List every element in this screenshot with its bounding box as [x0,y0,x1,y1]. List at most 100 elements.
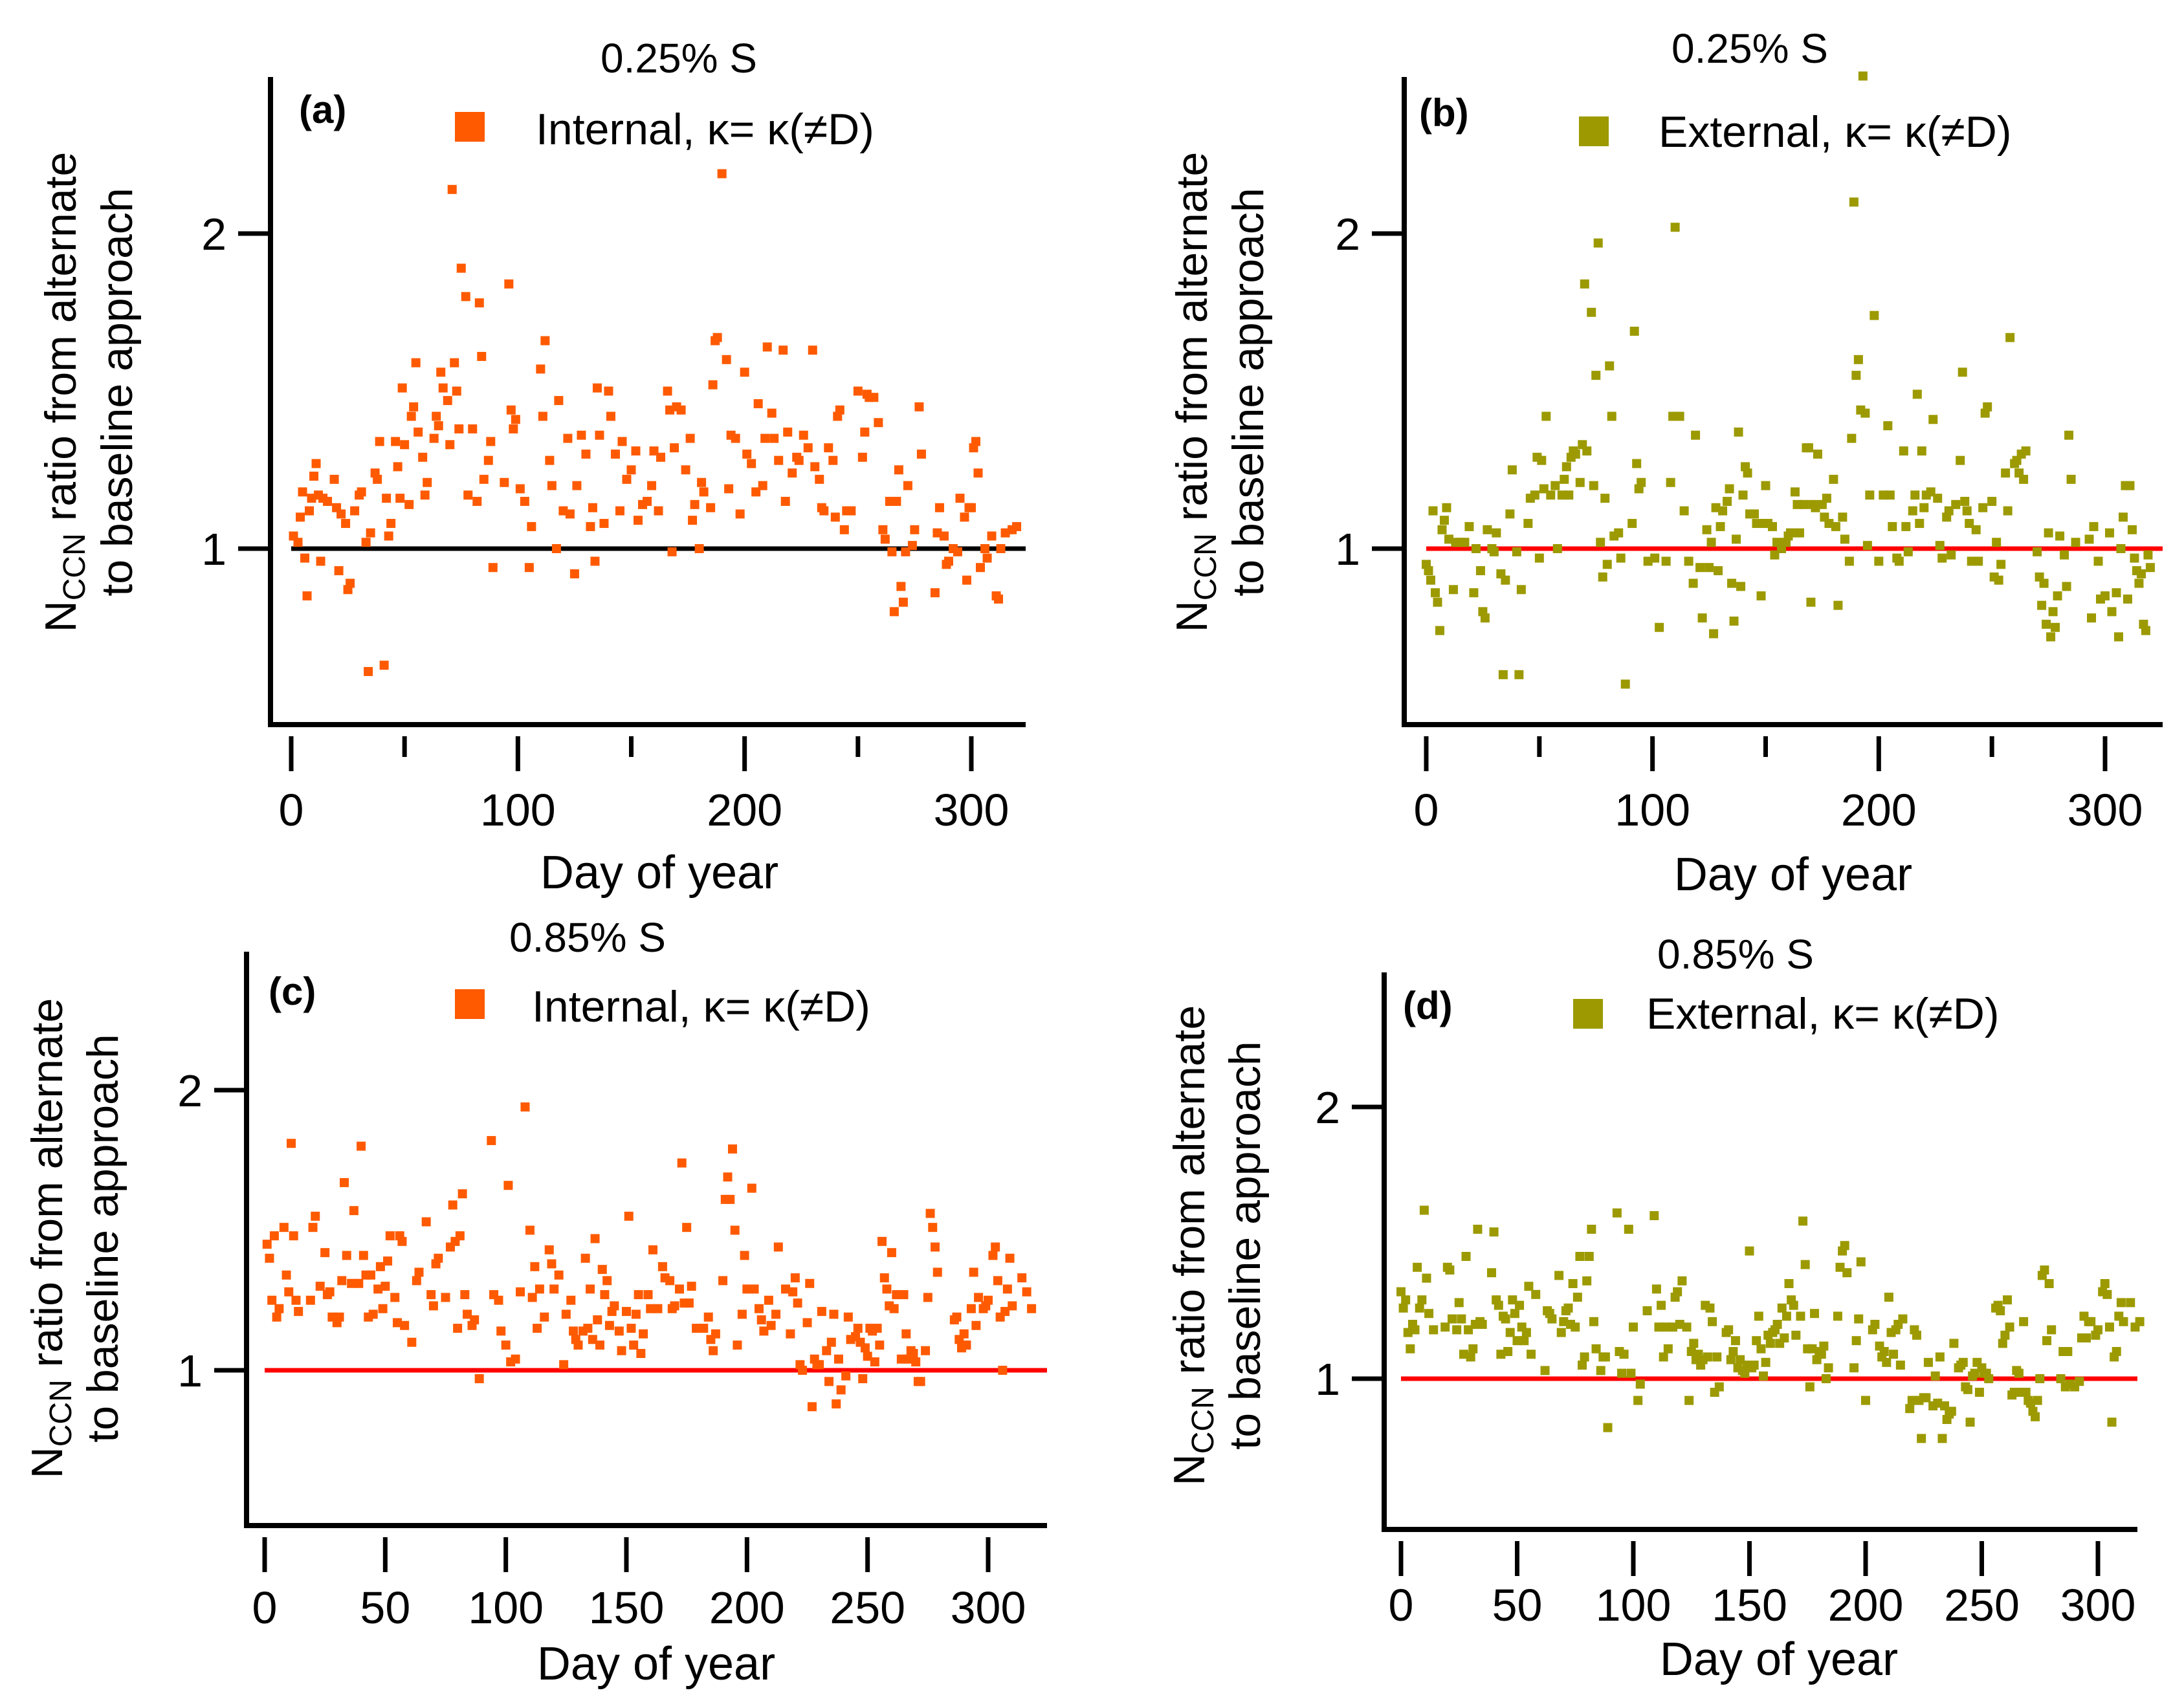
data-point [1589,481,1598,490]
data-point [1559,1317,1569,1326]
data-point [617,1346,626,1355]
data-point [1903,547,1913,556]
data-point [443,396,452,406]
x-tick-label: 0 [1389,1580,1414,1630]
data-point [930,588,940,598]
data-point [423,477,432,487]
data-point [2048,607,2058,617]
data-point [458,1189,467,1199]
data-point [386,519,396,529]
data-point [1705,1303,1715,1313]
data-point [846,506,856,516]
data-point [1616,553,1626,563]
data-point [1803,443,1813,453]
y-title-rest: ratio from alternate [1165,1005,1214,1387]
data-point [407,1337,417,1347]
data-point [853,1324,863,1333]
data-point [1958,1357,1968,1367]
data-point [824,1377,834,1386]
data-point [896,1354,906,1364]
data-point [1885,490,1895,500]
data-point [778,345,788,355]
data-point [1854,1314,1864,1324]
data-point [1600,494,1610,503]
y-tick-label: 1 [1315,1354,1340,1405]
data-point [747,1183,756,1193]
data-point [454,424,464,433]
data-point [335,1312,344,1322]
data-point [1937,1434,1947,1443]
data-point [1706,538,1716,547]
data-point [1448,585,1458,595]
data-point [2093,556,2103,566]
data-point [2046,632,2056,642]
data-point [807,1402,817,1412]
data-point [547,1259,557,1269]
data-point [1602,560,1612,569]
data-point [706,503,716,512]
legend-label: Internal, κ= κ(≠D) [536,105,874,154]
data-point [1870,311,1879,320]
data-point [1912,1330,1921,1340]
data-point [566,1295,576,1305]
data-point [1851,371,1861,380]
data-point [1688,578,1698,588]
data-point [509,424,518,433]
data-point [892,496,901,506]
data-point [479,474,489,484]
data-point [1521,1328,1531,1337]
panel-d: 0 50 100 150 200 250 300 1 2 0.85% S (d) External, … [1165,931,2145,1685]
data-point [284,1287,294,1297]
data-point [463,490,473,500]
data-point [1813,449,1822,459]
data-point [1921,1393,1931,1403]
data-point [1430,588,1440,598]
data-point [1930,1371,1940,1381]
data-point [1675,1320,1684,1329]
data-point [1947,1407,1956,1416]
data-point [1598,572,1607,582]
data-point [1000,1307,1010,1317]
y-axis-title-line2: to baseline approach [78,1034,127,1442]
data-point [2063,1347,2073,1356]
data-point [453,1324,463,1333]
data-point [1715,521,1725,531]
data-point [418,452,428,462]
data-point [1516,585,1526,595]
data-point [2062,582,2071,591]
data-point [960,512,969,522]
data-point [1697,613,1707,623]
data-point [1442,503,1451,512]
data-point [1919,503,1929,512]
data-point [688,516,698,525]
data-point [1708,1317,1717,1326]
y-title-rest: ratio from alternate [1167,152,1217,534]
data-point [1901,521,1911,531]
data-point [1743,468,1752,478]
data-point [2141,626,2150,635]
data-point [2134,578,2144,588]
data-point [516,1287,525,1297]
data-point [824,443,833,453]
data-point [1596,538,1605,547]
data-point [592,383,602,393]
data-point [1761,481,1770,490]
data-point [610,449,620,459]
data-point [2019,474,2029,484]
data-point [1965,1418,1975,1427]
data-point [903,481,912,490]
data-point [602,1276,612,1286]
data-point [626,1324,636,1333]
data-point [835,405,844,415]
data-point [1564,490,1574,500]
data-point [1935,541,1945,551]
data-point [1505,1328,1515,1337]
data-point [1512,1336,1522,1346]
data-point [2019,1317,2029,1326]
data-point [1958,367,1967,377]
data-point [395,494,405,503]
data-point [727,1144,737,1154]
data-point [687,1282,696,1291]
data-point [1627,519,1637,529]
data-point [1992,538,2002,547]
